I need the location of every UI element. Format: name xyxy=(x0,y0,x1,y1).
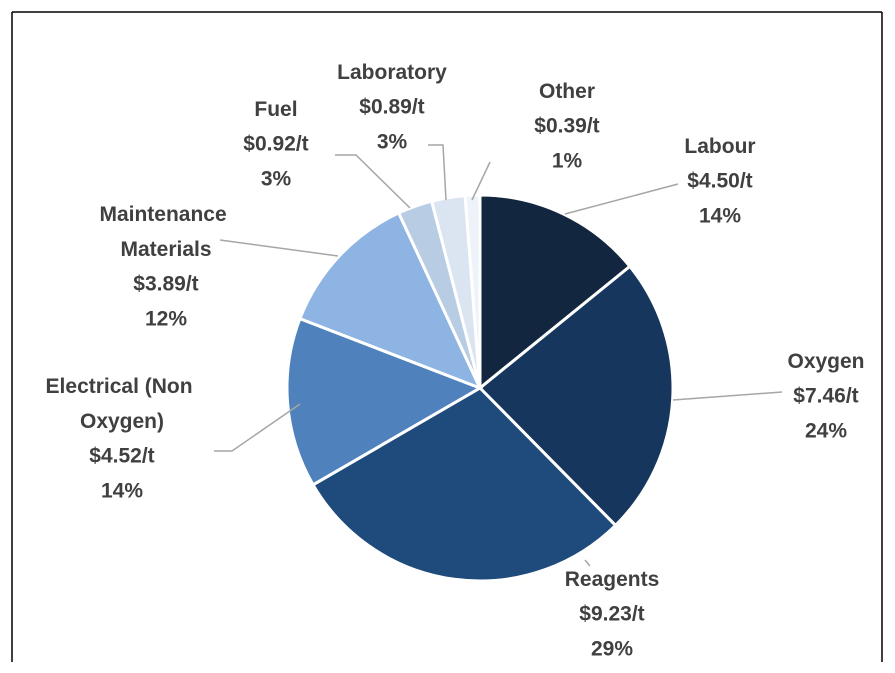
value-label: $4.50/t xyxy=(687,170,752,193)
value-label: $0.89/t xyxy=(359,96,424,119)
leader-line xyxy=(471,161,491,201)
label-line: Labour xyxy=(684,135,755,158)
label-line: Maintenance xyxy=(99,203,232,226)
leader-line xyxy=(672,391,783,401)
category-label: Fuel xyxy=(254,98,297,121)
percent-label: 12% xyxy=(145,308,187,331)
percent-label: 14% xyxy=(699,205,741,228)
percent-label: 1% xyxy=(552,150,583,173)
category-label: Oxygen xyxy=(787,350,864,373)
leader-line xyxy=(428,144,447,201)
label-line: Reagents xyxy=(565,568,660,591)
category-label: Laboratory xyxy=(337,61,447,84)
category-label: Other xyxy=(539,80,595,103)
value-label: $7.46/t xyxy=(793,385,858,408)
category-label: Reagents xyxy=(565,568,660,591)
pie-slice xyxy=(285,316,484,487)
percent-label: 3% xyxy=(377,131,408,154)
pie-slice xyxy=(478,193,632,392)
pie-slice xyxy=(463,193,482,389)
pie-slice xyxy=(297,210,483,391)
label-line: Laboratory xyxy=(337,61,447,84)
percent-label: 24% xyxy=(805,420,847,443)
label-line: Fuel xyxy=(254,98,297,121)
category-label: Electrical (Non Oxygen) xyxy=(46,375,199,433)
pie-slice xyxy=(477,264,675,528)
label-line: Other xyxy=(539,80,595,103)
percent-label: 14% xyxy=(101,480,143,503)
leader-line xyxy=(564,183,679,215)
category-label: Maintenance Materials xyxy=(99,203,232,261)
value-label: $3.89/t xyxy=(133,273,198,296)
value-label: $4.52/t xyxy=(89,445,154,468)
leader-line xyxy=(335,154,411,209)
percent-label: 29% xyxy=(591,638,633,661)
pie-slice xyxy=(310,386,618,583)
leader-line xyxy=(584,559,591,567)
value-label: $9.23/t xyxy=(579,603,644,626)
leader-line xyxy=(219,239,339,257)
category-label: Labour xyxy=(684,135,755,158)
label-line: Oxygen xyxy=(787,350,864,373)
label-line: Electrical (Non xyxy=(46,375,199,398)
value-label: $0.92/t xyxy=(243,133,308,156)
percent-label: 3% xyxy=(261,168,292,191)
leader-line xyxy=(214,403,301,452)
value-label: $0.39/t xyxy=(534,115,599,138)
label-line: Materials xyxy=(120,238,211,261)
label-line: Oxygen) xyxy=(80,410,164,433)
